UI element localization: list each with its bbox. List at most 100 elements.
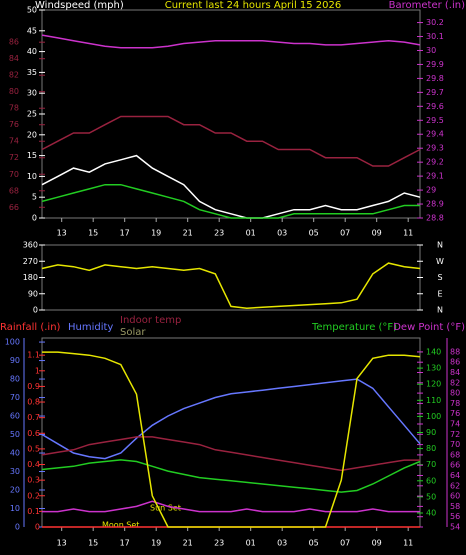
- series-line: [41, 459, 421, 493]
- x-tick-label: 15: [88, 539, 98, 548]
- x-tick-label: 11: [403, 229, 413, 238]
- y3-tick-label: 82: [9, 71, 19, 80]
- y4-tick-label: 74: [450, 420, 460, 429]
- y-tick-label: 90: [28, 289, 38, 298]
- x-tick-label: 01: [246, 539, 256, 548]
- y-tick-label: 0.3: [27, 476, 40, 485]
- x-tick-label: 05: [309, 539, 319, 548]
- y2-tick-label: 30.1: [426, 32, 444, 41]
- y4-tick-label: 70: [450, 440, 460, 449]
- y2-tick-label: N: [437, 241, 443, 250]
- y2-tick-label: 110: [426, 396, 441, 405]
- x-tick-label: 17: [120, 539, 130, 548]
- y2-tick-label: 80: [426, 444, 436, 453]
- y-tick-label: 0.1: [27, 507, 40, 516]
- y2-tick-label: 30.2: [426, 18, 444, 27]
- y2-tick-label: 29.8: [426, 74, 444, 83]
- y3-tick-label: 74: [9, 137, 19, 146]
- x-tick-label: 01: [246, 229, 256, 238]
- y4-tick-label: 56: [450, 512, 460, 521]
- y3-tick-label: 0: [15, 523, 20, 532]
- temperature-label: Temperature (°F): [311, 322, 397, 333]
- dewpoint-label: Dew Point (°F): [393, 322, 465, 333]
- y-tick-label: 45: [27, 26, 37, 35]
- y-tick-label: 20: [27, 130, 37, 139]
- y2-tick-label: 50: [426, 492, 436, 501]
- series-line: [41, 115, 421, 167]
- y2-tick-label: E: [437, 289, 442, 298]
- indoor-legend: Indoor temp: [120, 315, 181, 326]
- y-tick-label: 0.6: [27, 429, 40, 438]
- barometer-label: Barometer (.in): [389, 0, 465, 11]
- series-line: [41, 262, 421, 309]
- y-tick-label: 25: [27, 110, 37, 119]
- x-tick-label: 07: [340, 229, 350, 238]
- y-tick-label: 180: [23, 273, 38, 282]
- y-tick-label: 10: [27, 172, 37, 181]
- y-tick-label: 1: [35, 366, 40, 375]
- y2-tick-label: 60: [426, 476, 436, 485]
- y4-tick-label: 78: [450, 399, 460, 408]
- x-tick-label: 05: [309, 229, 319, 238]
- y4-tick-label: 54: [450, 523, 460, 532]
- y2-tick-label: 120: [426, 380, 441, 389]
- y4-tick-label: 64: [450, 471, 460, 480]
- y3-tick-label: 70: [10, 393, 20, 402]
- y3-tick-label: 84: [9, 54, 19, 63]
- series-line: [42, 351, 421, 528]
- y3-tick-label: 76: [9, 120, 19, 129]
- y2-tick-label: S: [437, 273, 442, 282]
- series-line: [41, 34, 421, 49]
- y-tick-label: 15: [27, 151, 37, 160]
- x-tick-label: 21: [183, 229, 193, 238]
- series-line: [42, 500, 420, 513]
- y2-tick-label: N: [437, 306, 443, 315]
- y4-tick-label: 58: [450, 502, 460, 511]
- y3-tick-label: 60: [10, 412, 20, 421]
- rainfall-label: Rainfall (.in): [0, 322, 61, 333]
- y3-tick-label: 30: [10, 467, 20, 476]
- y4-tick-label: 84: [450, 368, 460, 377]
- y2-tick-label: 28.9: [426, 200, 444, 209]
- y3-tick-label: 20: [10, 486, 20, 495]
- y2-tick-label: 29.5: [426, 116, 444, 125]
- wind-label: Windspeed (mph): [35, 0, 124, 11]
- y-tick-label: 270: [23, 257, 38, 266]
- y2-tick-label: 30: [426, 46, 436, 55]
- y-tick-label: 0.4: [27, 460, 40, 469]
- y4-tick-label: 88: [450, 347, 460, 356]
- y-tick-label: 0.7: [27, 413, 40, 422]
- y2-tick-label: 70: [426, 460, 436, 469]
- y-tick-label: 360: [23, 241, 38, 250]
- y2-tick-label: 100: [426, 412, 441, 421]
- y3-tick-label: 72: [9, 153, 19, 162]
- x-tick-label: 09: [372, 229, 382, 238]
- series-line: [41, 436, 420, 472]
- y3-tick-label: 10: [10, 504, 20, 513]
- y-tick-label: 40: [27, 47, 37, 56]
- y2-tick-label: 29.3: [426, 144, 444, 153]
- x-tick-label: 19: [151, 229, 161, 238]
- y-tick-label: 35: [27, 68, 37, 77]
- y-tick-label: 0.5: [27, 444, 40, 453]
- y4-tick-label: 72: [450, 430, 460, 439]
- x-tick-label: 23: [214, 539, 224, 548]
- y3-tick-label: 50: [10, 430, 20, 439]
- x-tick-label: 11: [403, 539, 413, 548]
- y-tick-label: 5: [32, 193, 37, 202]
- y3-tick-label: 40: [10, 449, 20, 458]
- x-tick-label: 13: [57, 229, 67, 238]
- y4-tick-label: 82: [450, 378, 460, 387]
- y-tick-label: 0.9: [27, 382, 40, 391]
- y2-tick-label: 130: [426, 364, 441, 373]
- x-tick-label: 07: [340, 539, 350, 548]
- x-tick-label: 15: [88, 229, 98, 238]
- y2-tick-label: 29.9: [426, 60, 444, 69]
- y3-tick-label: 70: [9, 170, 19, 179]
- y2-tick-label: 40: [426, 508, 436, 517]
- y2-tick-label: 140: [426, 348, 441, 357]
- y2-tick-label: 29.2: [426, 158, 444, 167]
- y4-tick-label: 76: [450, 409, 460, 418]
- y2-tick-label: 29.1: [426, 172, 444, 181]
